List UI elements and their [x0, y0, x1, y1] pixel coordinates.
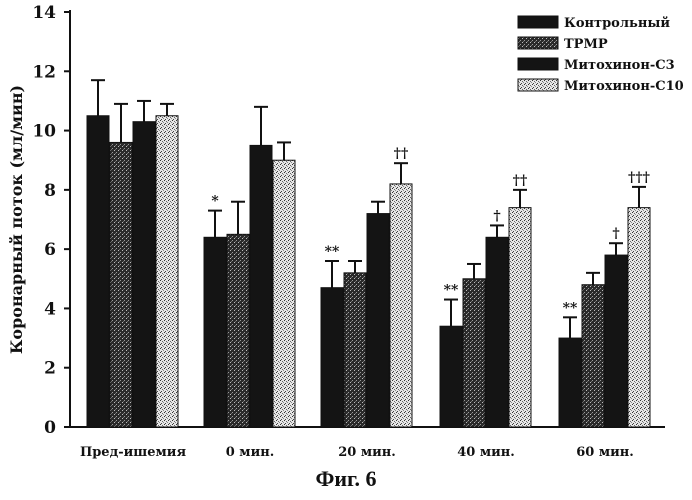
bar [227, 234, 249, 427]
x-tick-label: 40 мин. [457, 445, 515, 460]
significance-marker: † [612, 226, 619, 242]
y-tick-label: 10 [32, 122, 56, 142]
bar [440, 326, 462, 427]
significance-marker: †† [394, 146, 409, 162]
bar [133, 122, 155, 427]
y-tick-label: 8 [44, 181, 56, 201]
bar-chart: 0 2 4 6 8 10 12 14 Коронарный поток (мл/мин) Пред… [0, 0, 692, 470]
bar [628, 208, 650, 427]
x-tick-label: 0 мин. [226, 445, 275, 460]
legend-swatch [518, 37, 558, 49]
legend-swatch [518, 16, 558, 28]
significance-marker: † [493, 208, 500, 224]
bars [87, 80, 650, 427]
bar [204, 237, 226, 427]
bar [559, 338, 581, 427]
significance-marker: ** [325, 244, 340, 260]
legend-label: Митохинон-С3 [564, 58, 675, 73]
y-tick-label: 12 [32, 62, 56, 82]
y-tick-label: 6 [44, 240, 56, 260]
bar [321, 288, 343, 427]
legend-label: TPMP [564, 37, 608, 52]
y-tick-label: 4 [44, 299, 56, 319]
bar [367, 214, 389, 427]
bar [509, 208, 531, 427]
bar [390, 184, 412, 427]
legend-swatch [518, 58, 558, 70]
x-tick-label: 20 мин. [338, 445, 396, 460]
y-axis-label: Коронарный поток (мл/мин) [7, 85, 26, 354]
significance-marker: ** [444, 283, 459, 299]
legend-label: Митохинон-С10 [564, 79, 684, 94]
bar [87, 116, 109, 427]
bar [110, 142, 132, 427]
bar [463, 279, 485, 427]
bar [605, 255, 627, 427]
y-tick-label: 14 [32, 3, 56, 23]
figure-caption: Фиг. 6 [0, 466, 692, 492]
y-tick-label: 2 [44, 359, 56, 379]
legend-swatch [518, 79, 558, 91]
legend: Контрольный TPMP Митохинон-С3 Митохинон-С10 [518, 16, 684, 94]
bar [582, 285, 604, 427]
significance-marker: * [211, 194, 219, 210]
y-tick-label: 0 [44, 418, 56, 438]
significance-marker: ** [563, 300, 578, 316]
bar [250, 145, 272, 427]
significance-marker: †† [513, 173, 528, 189]
bar [156, 116, 178, 427]
x-tick-label: Пред-ишемия [80, 445, 187, 460]
bar [486, 237, 508, 427]
legend-label: Контрольный [564, 16, 670, 31]
bar [344, 273, 366, 427]
significance-marker: ††† [628, 170, 650, 186]
x-tick-label: 60 мин. [576, 445, 634, 460]
bar [273, 160, 295, 427]
